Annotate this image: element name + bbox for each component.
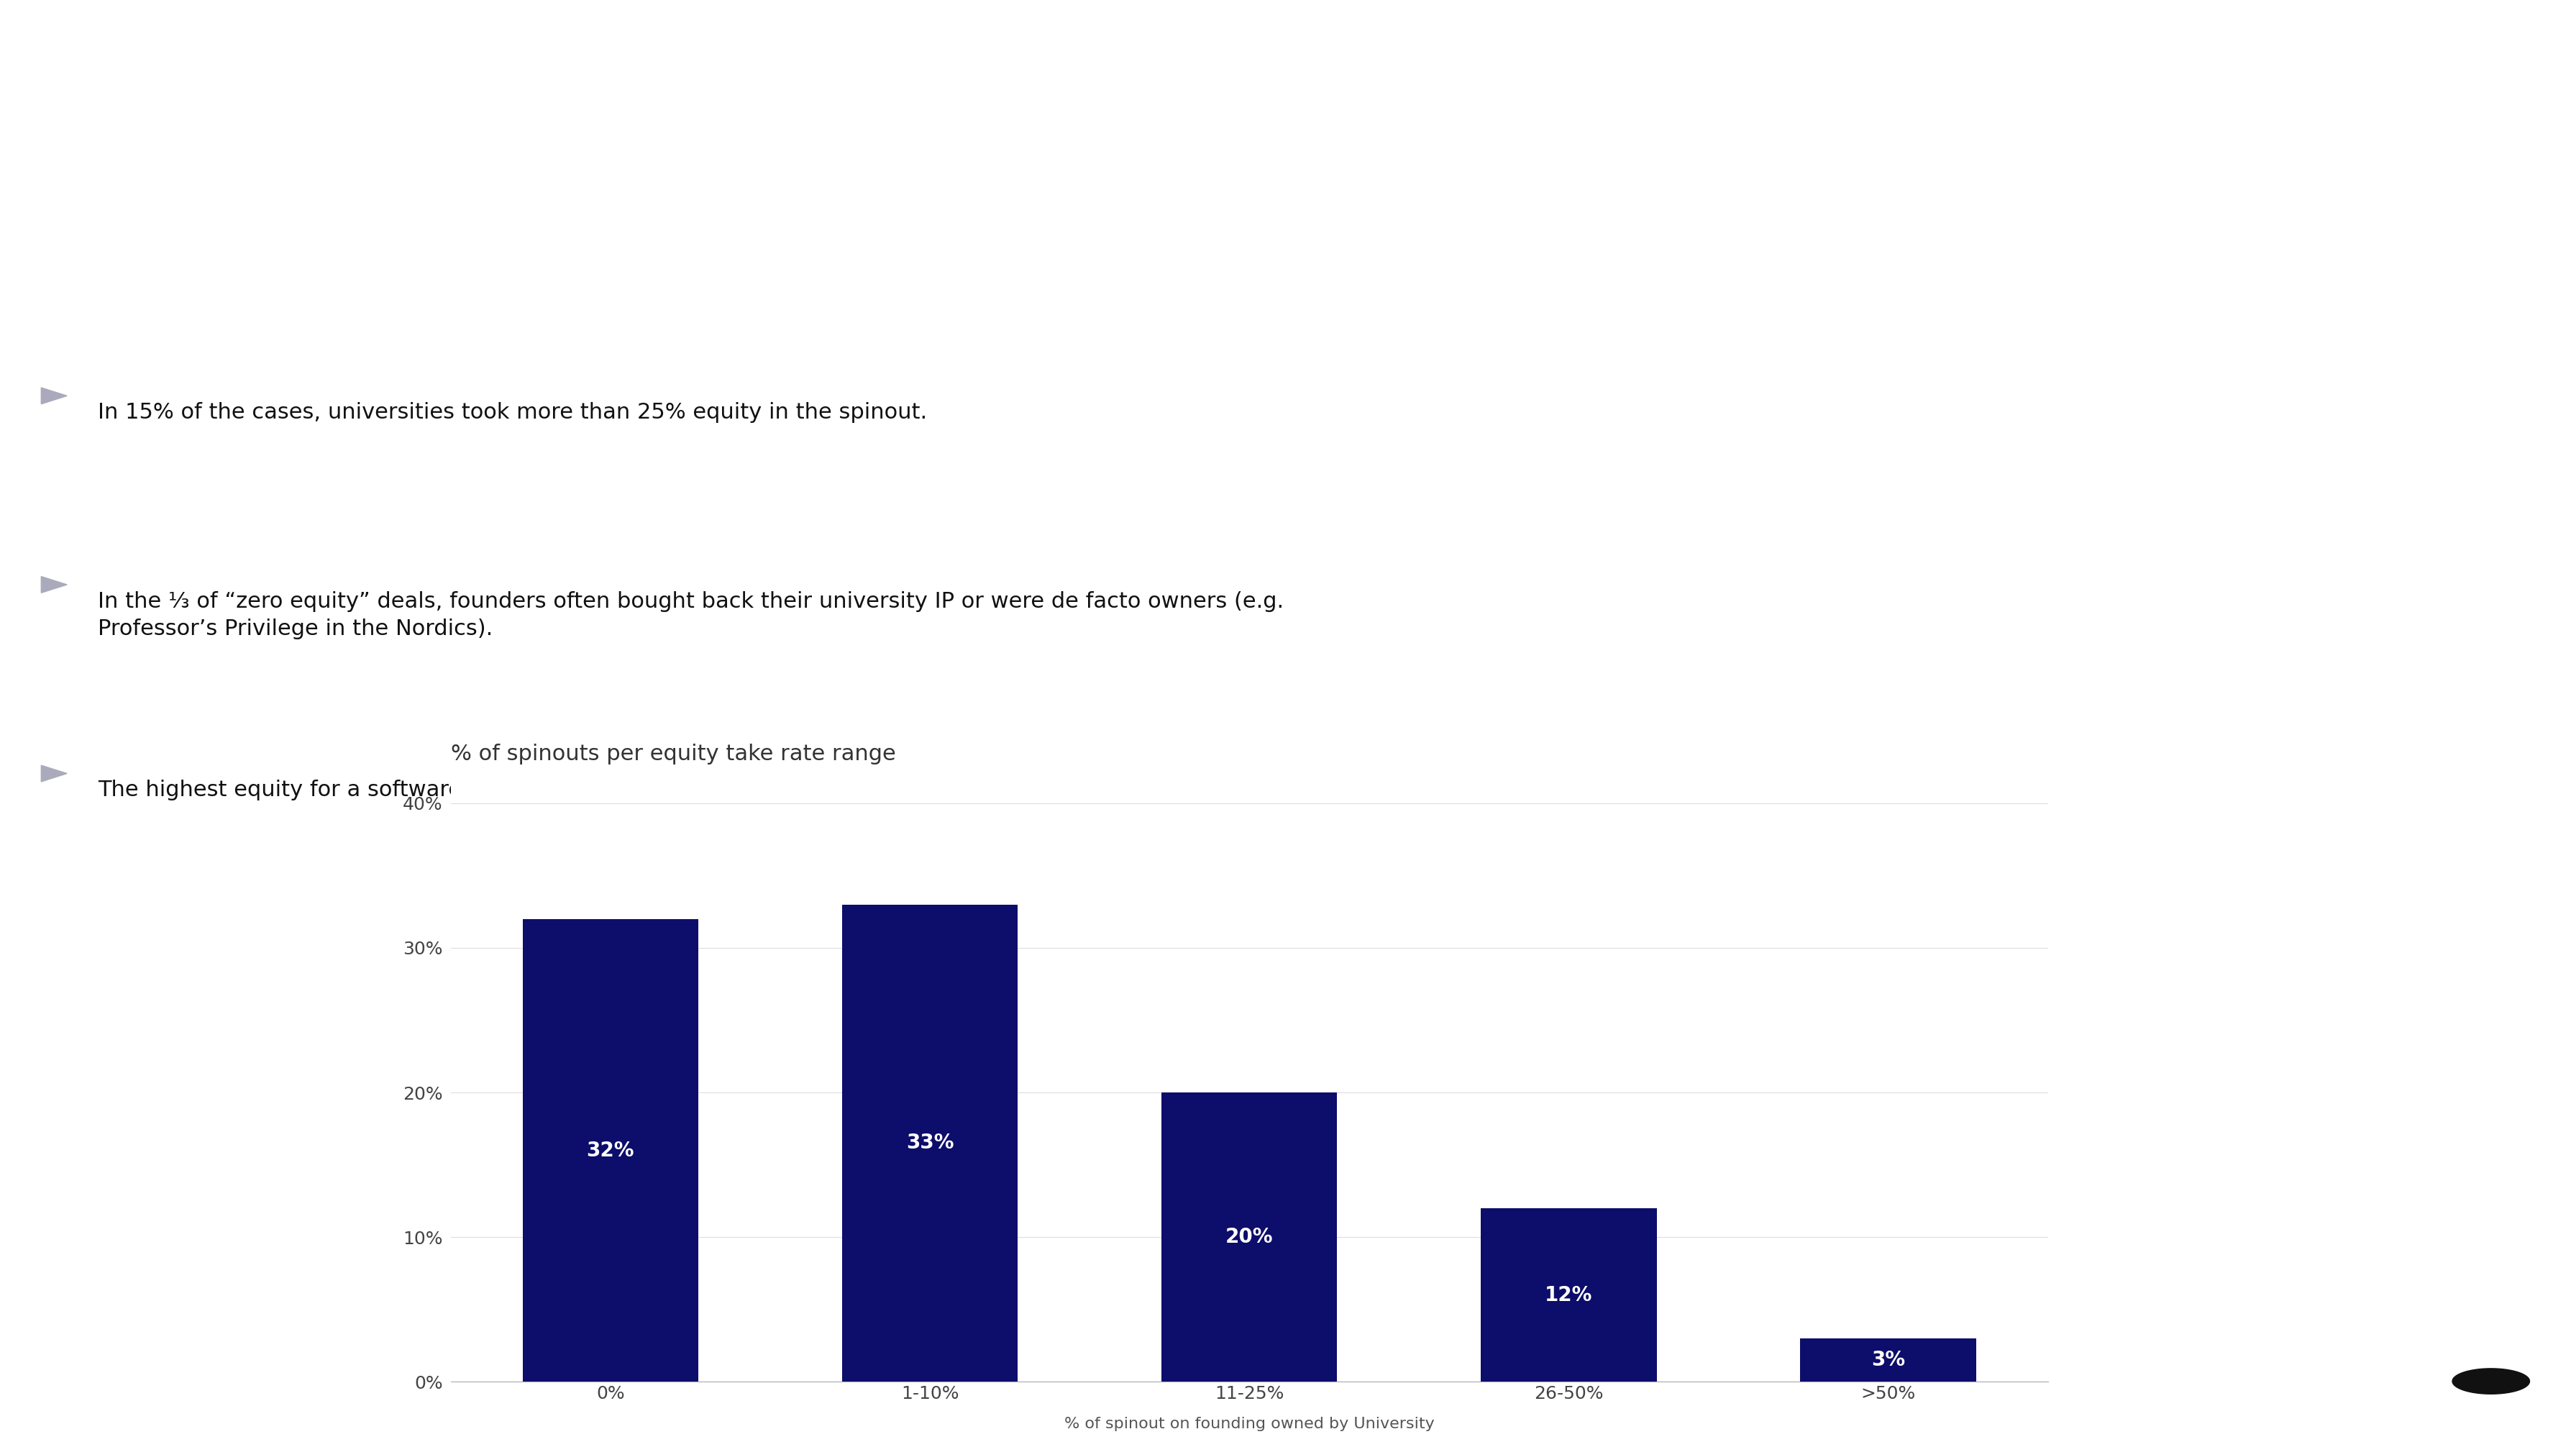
Polygon shape xyxy=(2414,1356,2568,1406)
Text: Universities took no equity in ⅓ of spinouts, 1-10% in another ⅓, and >10% in th: Universities took no equity in ⅓ of spin… xyxy=(39,80,1546,109)
X-axis label: % of spinout on founding owned by University: % of spinout on founding owned by Univer… xyxy=(1064,1417,1435,1431)
Text: 20%: 20% xyxy=(1226,1227,1273,1247)
Polygon shape xyxy=(2452,1369,2530,1393)
Text: In 15% of the cases, universities took more than 25% equity in the spinout.: In 15% of the cases, universities took m… xyxy=(98,402,927,423)
Polygon shape xyxy=(41,388,67,404)
Text: 33%: 33% xyxy=(907,1133,953,1153)
Text: 3%: 3% xyxy=(1870,1350,1906,1370)
Bar xyxy=(1481,1208,1656,1382)
Polygon shape xyxy=(41,765,67,781)
Text: The highest equity for a software spinout was 50% equity + 15% royalties at Impe: The highest equity for a software spinou… xyxy=(98,780,1136,800)
Text: In the ⅓ of “zero equity” deals, founders often bought back their university IP : In the ⅓ of “zero equity” deals, founder… xyxy=(98,590,1283,640)
Text: % of spinouts per equity take rate range: % of spinouts per equity take rate range xyxy=(451,744,896,764)
Text: SPINOUT: SPINOUT xyxy=(2182,1350,2318,1376)
Text: 12%: 12% xyxy=(1546,1285,1592,1305)
Bar xyxy=(842,904,1018,1382)
Text: 32%: 32% xyxy=(587,1140,634,1160)
Bar xyxy=(523,919,698,1382)
Bar xyxy=(1162,1092,1337,1382)
Polygon shape xyxy=(2439,1325,2540,1373)
Polygon shape xyxy=(41,576,67,593)
Bar xyxy=(1801,1338,1976,1382)
